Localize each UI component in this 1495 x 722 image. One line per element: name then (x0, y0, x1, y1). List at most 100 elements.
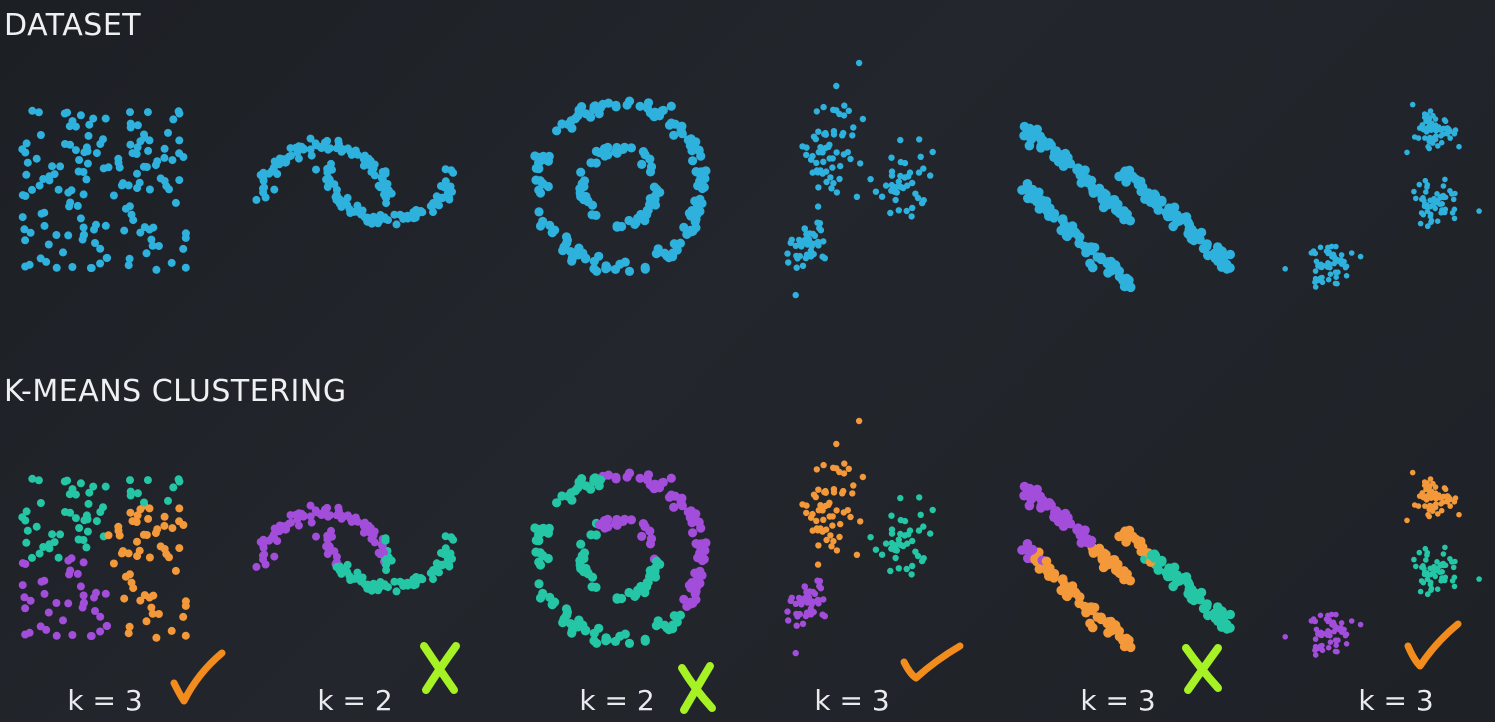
clustered-point-purple (1023, 553, 1033, 564)
k-label-4: k = 3 (814, 684, 890, 717)
clustered-point-teal (897, 494, 904, 502)
clustered-point-teal (882, 540, 890, 547)
clustered-point-purple (1327, 639, 1334, 645)
data-point (1416, 125, 1423, 131)
data-point (803, 144, 810, 151)
data-point (133, 121, 142, 130)
data-point (1315, 263, 1321, 269)
data-point (261, 193, 270, 202)
clustered-point-teal (567, 628, 577, 638)
data-point (1184, 224, 1195, 235)
clustered-point-orange (827, 532, 834, 539)
clustered-point-purple (21, 630, 30, 639)
data-point (1174, 216, 1185, 226)
clustered-point-teal (1203, 610, 1213, 621)
clustered-point-teal (624, 638, 635, 649)
data-point (823, 168, 830, 175)
clustered-point-purple (640, 522, 650, 532)
clustered-point-teal (28, 553, 36, 562)
data-point (814, 203, 822, 210)
data-point (358, 206, 367, 215)
clustered-point-orange (153, 525, 162, 534)
data-point (892, 184, 900, 191)
dataset-section-title: DATASET (4, 8, 142, 43)
data-point (34, 108, 43, 117)
data-point (1451, 206, 1458, 213)
clustered-point-teal (89, 482, 98, 491)
data-point (35, 181, 44, 190)
clustered-point-teal (1421, 571, 1428, 578)
data-point (64, 231, 73, 240)
data-point (534, 207, 544, 217)
data-point (1079, 241, 1090, 252)
clustered-point-teal (360, 580, 369, 589)
data-point (1411, 134, 1418, 140)
clustered-point-purple (44, 608, 53, 617)
clustered-point-orange (837, 520, 844, 528)
clustered-point-purple (1312, 652, 1319, 658)
clustered-point-orange (1447, 503, 1453, 509)
data-point (837, 162, 844, 170)
data-point (1421, 114, 1428, 121)
clustered-point-orange (1411, 502, 1418, 508)
clustered-point-teal (1434, 559, 1440, 565)
data-point (1332, 257, 1339, 263)
clustered-point-orange (1120, 571, 1131, 581)
data-point (52, 263, 61, 272)
data-point (270, 157, 279, 166)
data-point (560, 241, 570, 251)
clustered-point-orange (823, 536, 830, 544)
clustered-point-orange (1442, 486, 1449, 493)
data-point (815, 149, 822, 156)
data-point (662, 251, 672, 261)
clustered-point-teal (908, 571, 915, 578)
data-point (814, 219, 821, 226)
data-point (96, 244, 105, 253)
data-point (1442, 176, 1448, 183)
clustered-point-orange (1422, 503, 1428, 509)
clustered-point-teal (1420, 579, 1427, 586)
clustered-point-purple (73, 569, 82, 578)
clustered-point-purple (299, 511, 308, 520)
clustered-point-purple (1325, 618, 1331, 625)
clustered-point-teal (34, 476, 43, 485)
data-point (695, 206, 705, 216)
clustered-point-teal (23, 526, 32, 535)
data-point (897, 136, 904, 144)
clustered-point-teal (1411, 556, 1417, 563)
data-point (337, 202, 346, 211)
data-point (135, 178, 144, 187)
clustered-point-purple (270, 552, 279, 561)
data-point (1421, 203, 1428, 210)
clustered-point-teal (441, 544, 450, 553)
data-point (334, 136, 343, 145)
clustered-point-teal (892, 542, 900, 549)
data-point (1434, 218, 1441, 224)
clustered-point-purple (1338, 625, 1344, 631)
data-point (36, 131, 45, 139)
clustered-point-purple (1333, 611, 1339, 618)
clustered-point-teal (82, 543, 91, 552)
clustered-point-purple (96, 612, 105, 621)
data-point (535, 221, 546, 231)
clustered-point-purple (816, 583, 823, 590)
data-point (587, 210, 597, 220)
data-point (1438, 133, 1444, 139)
data-point (101, 221, 110, 230)
data-point (40, 208, 49, 217)
data-point (79, 223, 88, 232)
clustered-point-teal (358, 573, 367, 582)
clustered-point-orange (167, 626, 176, 635)
data-point (175, 176, 184, 185)
clustered-point-teal (28, 474, 37, 483)
data-point (68, 263, 77, 271)
data-point (145, 185, 154, 194)
clustered-point-teal (384, 583, 392, 592)
clustered-point-teal (32, 522, 41, 531)
data-point (1103, 199, 1113, 210)
scatter-panel-4 (784, 417, 936, 657)
data-point (56, 162, 65, 171)
clustered-point-purple (323, 535, 332, 544)
data-point (816, 225, 823, 232)
clustered-point-teal (552, 498, 562, 508)
